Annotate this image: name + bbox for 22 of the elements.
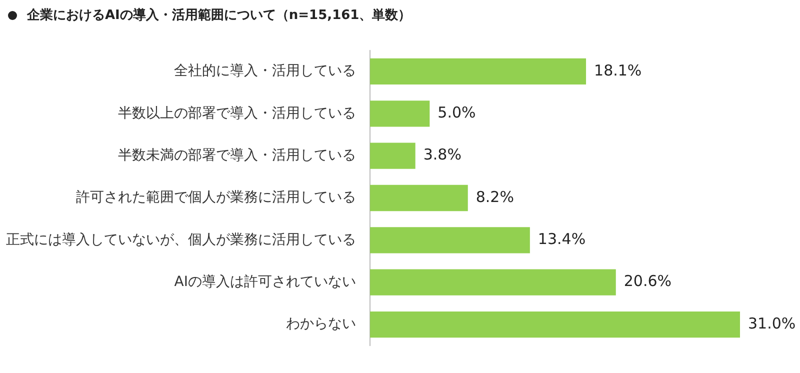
data-label: 31.0% <box>748 314 796 332</box>
y-tick-label: 正式には導入していないが、個人が業務に活用している <box>6 232 356 248</box>
data-label: 8.2% <box>476 188 514 206</box>
bar <box>370 184 468 212</box>
bar <box>370 227 530 254</box>
data-label: 18.1% <box>594 61 642 80</box>
y-tick-label: 半数以上の部署で導入・活用している <box>118 105 356 122</box>
bar <box>370 269 616 296</box>
bar <box>370 100 430 127</box>
text: 企業におけるAIの導入・活用範囲について（n=15,161、単数） <box>27 6 412 24</box>
data-label: 3.8% <box>423 146 462 164</box>
y-tick-label: 許可された範囲で個人が業務に活用している <box>76 190 356 206</box>
data-label: 13.4% <box>538 230 586 248</box>
data-label: 20.6% <box>624 272 672 290</box>
data-label: 5.0% <box>438 104 476 122</box>
y-tick-label: わからない <box>286 316 356 332</box>
bar <box>370 142 416 169</box>
y-tick-label: 全社的に導入・活用している <box>174 63 356 80</box>
y-tick-label: AIの導入は許可されていない <box>174 274 356 290</box>
y-tick-label: 半数未満の部署で導入・活用している <box>118 147 356 164</box>
bar <box>370 58 586 85</box>
bar <box>370 311 740 338</box>
